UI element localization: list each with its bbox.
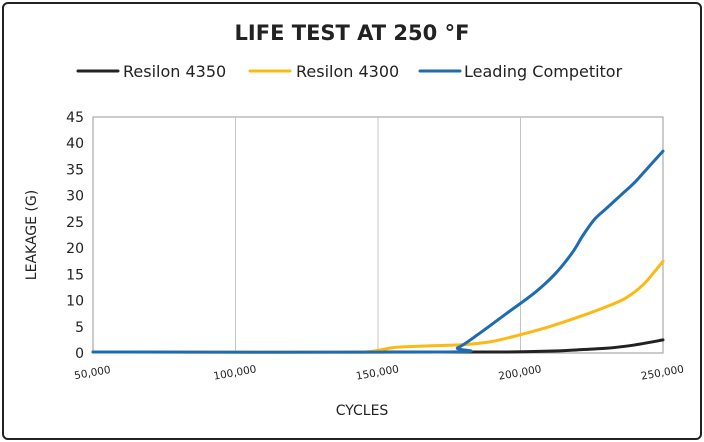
x-tick-label: 150,000	[355, 363, 400, 382]
y-tick-label: 45	[66, 110, 84, 126]
x-tick-label: 50,000	[73, 364, 111, 382]
y-tick-label: 30	[66, 189, 84, 205]
x-axis-ticks: 50,000 100,000 150,000 200,000 250,000	[73, 363, 685, 382]
legend-label-leading-competitor: Leading Competitor	[464, 62, 623, 81]
legend-label-resilon-4350: Resilon 4350	[123, 62, 226, 81]
y-tick-label: 20	[66, 241, 84, 257]
x-axis-label: CYCLES	[336, 403, 389, 419]
gridlines	[235, 117, 521, 353]
chart-title: LIFE TEST AT 250 °F	[235, 21, 470, 45]
y-tick-label: 25	[66, 215, 84, 231]
y-tick-label: 15	[66, 267, 84, 283]
x-tick-label: 250,000	[640, 363, 685, 382]
y-axis-label: LEAKAGE (G)	[24, 190, 40, 280]
y-tick-label: 5	[75, 320, 84, 336]
series-line-leading-competitor	[91, 149, 665, 354]
legend: Resilon 4350 Resilon 4300 Leading Compet…	[76, 62, 623, 81]
y-tick-label: 10	[66, 294, 84, 310]
y-tick-label: 35	[66, 162, 84, 178]
y-axis-ticks: 0 5 10 15 20 25 30 35 40 45	[66, 110, 84, 362]
plot-area	[91, 116, 665, 354]
x-tick-label: 100,000	[213, 363, 258, 382]
y-tick-label: 0	[75, 346, 84, 362]
series-lines	[91, 149, 665, 354]
legend-label-resilon-4300: Resilon 4300	[296, 62, 399, 81]
x-tick-label: 200,000	[498, 363, 543, 382]
y-tick-label: 40	[66, 136, 84, 152]
